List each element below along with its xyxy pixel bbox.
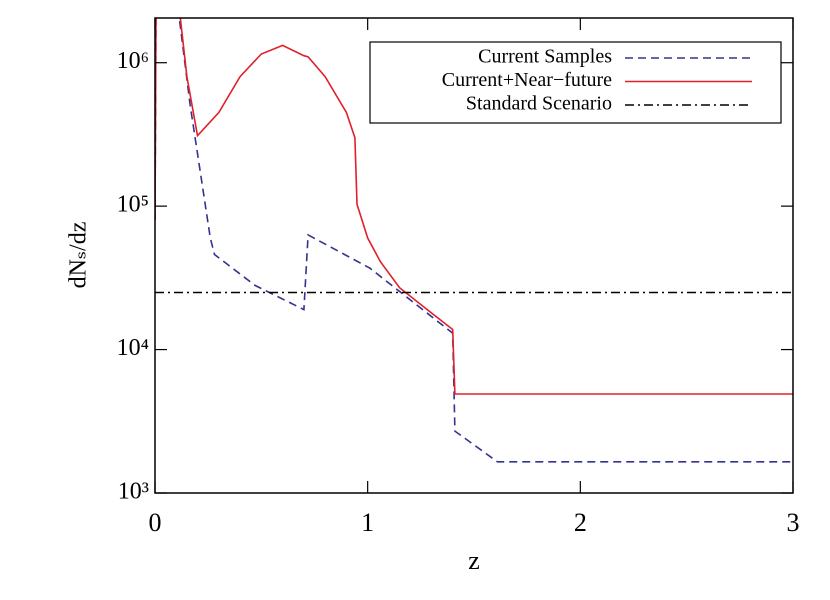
legend-box [369, 41, 782, 124]
y-axis-label: dNₛ/dz [66, 222, 92, 289]
x-axis-label: z [468, 546, 480, 575]
x-tick-label: 2 [574, 508, 587, 537]
y-tick-label: 10⁶ [117, 48, 149, 74]
y-tick-label: 10³ [118, 479, 149, 505]
y-tick-label: 10⁴ [117, 335, 149, 361]
x-tick-label: 0 [149, 508, 162, 537]
x-tick-label: 1 [361, 508, 374, 537]
series-line [155, 18, 793, 395]
legend-label: Current+Near−future [442, 69, 612, 91]
series-line [155, 18, 793, 463]
legend-label: Current Samples [478, 46, 612, 68]
y-tick-label: 10⁵ [117, 192, 149, 218]
plot-frame [154, 17, 794, 494]
x-tick-label: 3 [787, 508, 800, 537]
plot-lines [155, 18, 793, 463]
legend-label: Standard Scenario [466, 93, 612, 115]
